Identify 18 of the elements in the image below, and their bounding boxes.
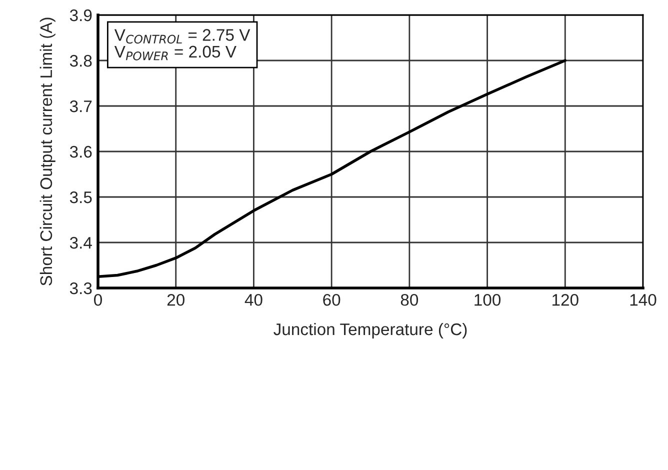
y-tick-label: 3.8 — [70, 54, 92, 67]
x-tick-label: 80 — [400, 294, 418, 306]
text: V$_{CONTROL}$ = 2.75 V V$_{POWER}$ = 2.05 V — [114, 29, 250, 60]
y-tick-label: 3.9 — [70, 9, 92, 22]
y-tick-label: 3.4 — [70, 236, 92, 249]
x-tick-label: 60 — [323, 294, 340, 306]
x-tick-label: 120 — [552, 294, 578, 306]
x-tick-label: 100 — [474, 294, 501, 306]
x-tick-label: 0 — [94, 294, 102, 306]
x-axis-title: Junction Temperature (°C) — [274, 322, 467, 339]
x-tick-label: 40 — [244, 294, 262, 306]
x-tick-label: 140 — [630, 294, 656, 306]
y-tick-label: 3.3 — [70, 282, 92, 294]
y-axis-title: Short Circuit Output current Limit (A) — [40, 18, 56, 286]
y-tick-label: 3.7 — [70, 100, 92, 112]
x-tick-label: 20 — [167, 294, 184, 306]
y-tick-label: 3.5 — [70, 191, 92, 204]
y-tick-label: 3.6 — [70, 146, 92, 158]
